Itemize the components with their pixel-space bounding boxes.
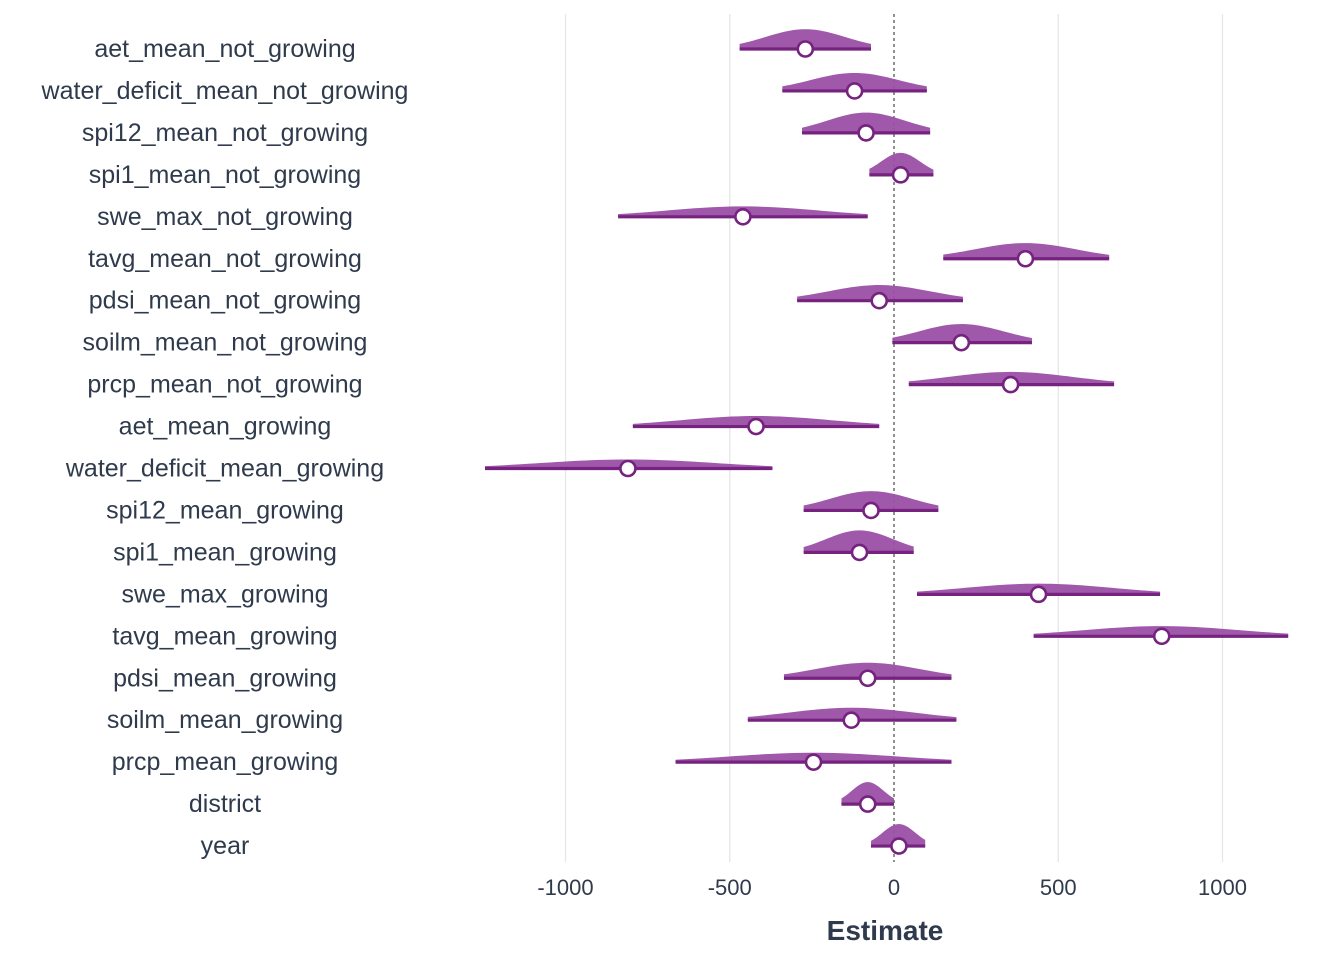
point-aet_mean_not_growing [796, 40, 815, 58]
estimate-marks [485, 29, 1289, 855]
term-label-pdsi_mean_not_growing: pdsi_mean_not_growing [89, 287, 361, 315]
point-aet_mean_growing [747, 417, 765, 436]
term-label-spi12_mean_growing: spi12_mean_growing [106, 496, 344, 524]
point-water_deficit_mean_not_growing [845, 82, 864, 100]
point-swe_max_growing [1029, 585, 1048, 604]
term-label-spi12_mean_not_growing: spi12_mean_not_growing [82, 119, 368, 147]
x-tick-label: -500 [708, 875, 752, 900]
term-label-spi1_mean_growing: spi1_mean_growing [113, 538, 337, 566]
term-label-water_deficit_mean_growing: water_deficit_mean_growing [65, 455, 384, 483]
density-spi12_mean_growing [803, 491, 939, 511]
x-axis-ticks: -1000 -500 0 500 1000 [537, 875, 1247, 900]
point-prcp_mean_not_growing [1001, 375, 1020, 394]
x-tick-label: 0 [888, 875, 900, 900]
point-spi1_mean_not_growing [891, 166, 910, 184]
point-spi1_mean_growing [850, 543, 869, 562]
x-tick-label: 1000 [1198, 875, 1247, 900]
density-district [841, 782, 894, 805]
term-label-pdsi_mean_growing: pdsi_mean_growing [113, 664, 337, 692]
density-spi1_mean_not_growing [869, 152, 934, 175]
term-label-spi1_mean_not_growing: spi1_mean_not_growing [89, 161, 361, 189]
density-year [871, 824, 926, 847]
density-water_deficit_mean_not_growing [782, 72, 927, 91]
term-label-water_deficit_mean_not_growing: water_deficit_mean_not_growing [41, 77, 409, 105]
term-label-tavg_mean_growing: tavg_mean_growing [112, 622, 337, 650]
term-label-soilm_mean_growing: soilm_mean_growing [107, 706, 343, 734]
point-tavg_mean_growing [1152, 627, 1171, 646]
point-soilm_mean_not_growing [952, 333, 971, 352]
term-label-swe_max_growing: swe_max_growing [121, 580, 328, 608]
x-tick-label: -1000 [537, 875, 593, 900]
density-spi1_mean_growing [803, 530, 914, 553]
term-label-prcp_mean_growing: prcp_mean_growing [112, 748, 339, 776]
density-aet_mean_not_growing [739, 29, 872, 49]
point-pdsi_mean_growing [858, 669, 877, 688]
term-label-swe_max_not_growing: swe_max_not_growing [97, 203, 353, 231]
point-year [890, 837, 908, 855]
point-spi12_mean_not_growing [857, 124, 875, 142]
point-swe_max_not_growing [734, 208, 752, 226]
term-label-aet_mean_growing: aet_mean_growing [119, 413, 332, 441]
term-labels: aet_mean_not_growing water_deficit_mean_n… [41, 35, 409, 860]
term-label-aet_mean_not_growing: aet_mean_not_growing [94, 35, 355, 63]
point-prcp_mean_growing [804, 753, 823, 771]
density-soilm_mean_not_growing [892, 324, 1032, 343]
grid-lines [564, 14, 1224, 862]
point-spi12_mean_growing [862, 501, 880, 520]
x-tick-label: 500 [1040, 875, 1077, 900]
density-spi12_mean_not_growing [802, 112, 931, 133]
term-label-district: district [189, 790, 261, 818]
term-label-prcp_mean_not_growing: prcp_mean_not_growing [87, 371, 362, 399]
point-water_deficit_mean_growing [619, 459, 637, 478]
point-pdsi_mean_not_growing [870, 291, 889, 310]
term-label-soilm_mean_not_growing: soilm_mean_not_growing [83, 329, 368, 357]
point-district [858, 795, 877, 813]
point-soilm_mean_growing [842, 711, 861, 730]
term-label-year: year [201, 832, 250, 860]
x-axis-title: Estimate [827, 915, 944, 946]
point-tavg_mean_not_growing [1016, 249, 1035, 268]
term-label-tavg_mean_not_growing: tavg_mean_not_growing [88, 245, 362, 273]
